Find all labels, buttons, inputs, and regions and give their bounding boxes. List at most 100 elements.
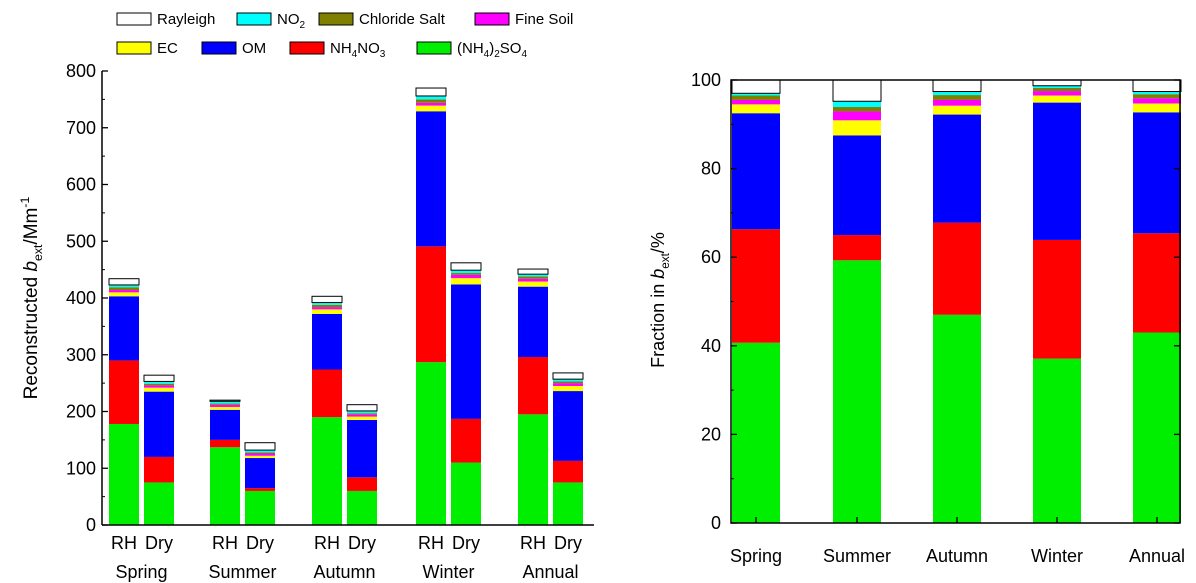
bar-segment [933, 114, 981, 223]
bar-segment [1033, 239, 1081, 359]
bar-segment [833, 101, 881, 108]
bar-label: Dry [348, 533, 376, 553]
category-label: Winter [1031, 546, 1083, 566]
legend-swatch [116, 41, 152, 55]
bar-segment [144, 385, 174, 388]
chart-absolute-extinction: 0 100 200 300 400 500 600 700 800 RH Dry RH Dry RH Dry… [18, 61, 594, 582]
bar-segment [732, 99, 780, 105]
bar-segment [143, 374, 175, 382]
bar-label: RH [418, 533, 444, 553]
bar-segment [109, 360, 139, 424]
bar-segment [451, 273, 481, 275]
bar-segment [416, 362, 446, 525]
category-label: Annual [1129, 546, 1185, 566]
bar-segment [518, 414, 548, 525]
bar-segment [732, 95, 780, 100]
bar-segment [517, 268, 549, 275]
bar-label: Dry [452, 533, 480, 553]
y-axis-label: Fraction in bext/% [648, 232, 672, 368]
bar-segment [1033, 102, 1081, 240]
bar-segment [245, 453, 275, 456]
legend-swatch [201, 41, 237, 55]
bar-label: RH [314, 533, 340, 553]
bar-segment [347, 490, 377, 525]
bar-segment [518, 274, 548, 277]
bar-segment [552, 372, 584, 380]
y-axis-label: Reconstructed bext/Mm-1 [18, 196, 45, 399]
bar-segment [245, 452, 275, 454]
bar-segment [312, 307, 342, 310]
bar-segment [245, 450, 275, 453]
bar-segment [416, 99, 446, 103]
bar-segment [144, 381, 174, 384]
bar-segment [731, 79, 781, 94]
legend-label: Rayleigh [157, 11, 215, 28]
bar-segment [210, 403, 240, 405]
bar-segment [553, 385, 583, 392]
bar-segment [312, 302, 342, 305]
bar-segment [732, 229, 780, 343]
bar-segment [518, 286, 548, 358]
bar-segment [518, 276, 548, 279]
y-tick-label: 100 [691, 70, 721, 90]
bar-segment [553, 482, 583, 525]
bar-segment [518, 278, 548, 282]
bar-label: RH [111, 533, 137, 553]
bar-segment [933, 222, 981, 315]
bar-segment [451, 274, 481, 279]
bar-segment [109, 284, 139, 288]
y-tick-label: 500 [66, 231, 96, 251]
bar-segment [833, 111, 881, 121]
y-tick-label: 80 [701, 159, 721, 179]
bar-segment [347, 416, 377, 421]
bar-segment [109, 287, 139, 291]
bar-segment [933, 99, 981, 106]
bar-segment [311, 295, 343, 304]
bar-segment [451, 278, 481, 285]
bar-segment [210, 409, 240, 440]
y-tick-label: 100 [66, 458, 96, 478]
bar-segment [347, 477, 377, 491]
chart-fraction-extinction: Spring Summer Autumn Winter Annual 0 20 40 60 80 1… [648, 70, 1185, 566]
bar-segment [1032, 79, 1082, 87]
legend-label: EC [157, 40, 178, 57]
bar-segment [144, 456, 174, 483]
bar-segment [932, 79, 982, 93]
legend-label: Fine Soil [515, 11, 573, 28]
bar-segment [244, 442, 276, 451]
bar-segment [312, 313, 342, 370]
bar-segment [518, 281, 548, 287]
bar-segment [210, 439, 240, 448]
bar-segment [553, 460, 583, 483]
bar-segment [416, 111, 446, 247]
bar-segment [833, 107, 881, 112]
legend-label: NO2 [277, 11, 306, 31]
bar-segment [933, 95, 981, 100]
bar-segment [833, 135, 881, 236]
legend: Rayleigh NO2 Chloride Salt Fine Soil EC OM NH4… [116, 11, 573, 60]
bar-segment [210, 404, 240, 407]
bar-segment [415, 87, 447, 97]
category-label: Autumn [926, 546, 988, 566]
bar-segment [732, 113, 780, 230]
bar-segment [312, 304, 342, 308]
bar-segment [245, 455, 275, 459]
legend-swatch [474, 12, 510, 26]
bar-label: RH [212, 533, 238, 553]
bar-segment [312, 309, 342, 314]
bar-segment [1133, 103, 1181, 113]
group-label: Annual [522, 562, 578, 582]
legend-swatch [116, 12, 152, 26]
bar-segment [312, 369, 342, 418]
y-tick-label: 700 [66, 118, 96, 138]
y-tick-label: 60 [701, 247, 721, 267]
bar-segment [1033, 87, 1081, 92]
y-tick-label: 600 [66, 175, 96, 195]
bar-segment [832, 79, 882, 102]
bar-segment [416, 105, 446, 112]
bar-segment [1033, 85, 1081, 88]
legend-label: NH4NO3 [330, 40, 386, 60]
bar-label: Dry [246, 533, 274, 553]
group-label: Spring [115, 562, 167, 582]
